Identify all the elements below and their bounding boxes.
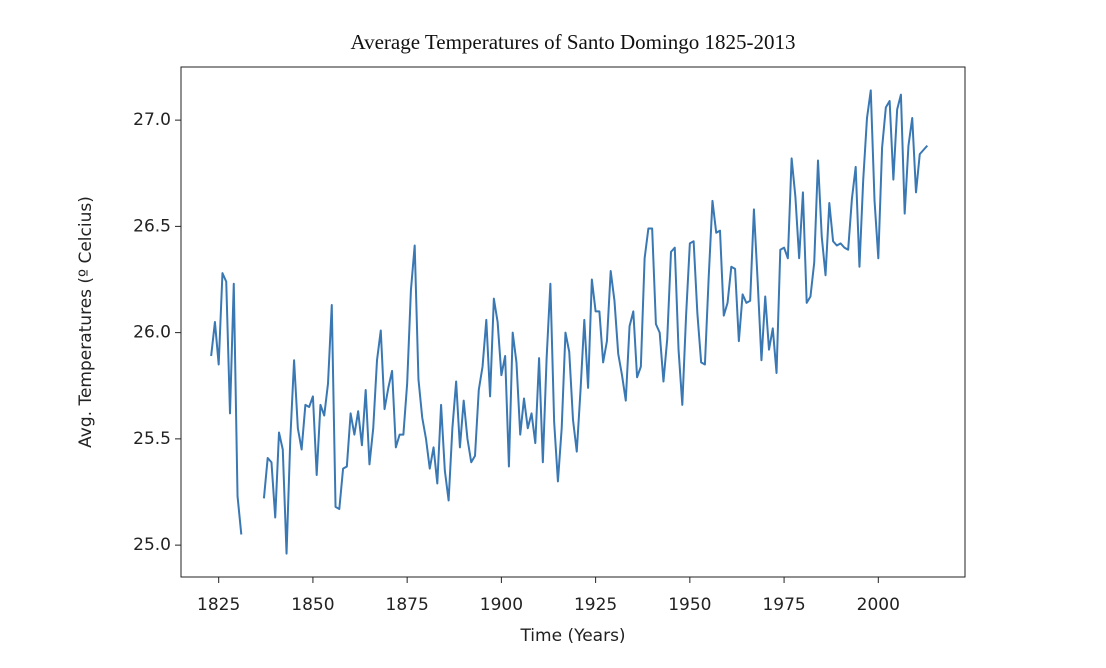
y-tick-label: 27.0 (133, 110, 171, 130)
y-axis-label: Avg. Temperatures (º Celcius) (76, 196, 96, 448)
data-line (210, 89, 929, 555)
x-tick-label: 1850 (291, 595, 334, 615)
x-tick-label: 1825 (197, 595, 240, 615)
x-tick-label: 1875 (386, 595, 429, 615)
x-tick-label: 1925 (574, 595, 617, 615)
chart-title: Average Temperatures of Santo Domingo 18… (350, 30, 795, 54)
y-tick-label: 25.5 (133, 429, 171, 449)
x-tick-label: 1950 (668, 595, 711, 615)
x-tick-label: 1975 (762, 595, 805, 615)
plot-frame (180, 66, 966, 578)
x-tick-label: 2000 (857, 595, 900, 615)
y-tick-label: 26.0 (133, 323, 171, 343)
y-tick-label: 26.5 (133, 216, 171, 236)
y-tick-label: 25.0 (133, 535, 171, 555)
x-tick-label: 1900 (480, 595, 523, 615)
x-axis-label: Time (Years) (519, 626, 625, 646)
